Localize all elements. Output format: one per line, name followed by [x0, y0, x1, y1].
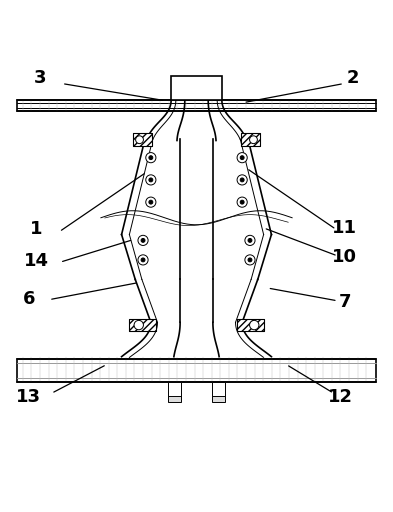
Text: 1: 1: [30, 220, 43, 238]
Text: 10: 10: [332, 248, 357, 266]
Circle shape: [245, 255, 255, 265]
Circle shape: [240, 178, 244, 182]
Circle shape: [240, 156, 244, 160]
Bar: [17, 358, 376, 381]
Circle shape: [134, 321, 143, 330]
Bar: [212, 396, 224, 402]
Circle shape: [248, 239, 252, 242]
Text: 6: 6: [22, 290, 35, 308]
Bar: [237, 319, 264, 331]
Text: 14: 14: [24, 252, 49, 270]
Circle shape: [149, 156, 153, 160]
Circle shape: [240, 200, 244, 204]
Bar: [237, 319, 264, 331]
Bar: [241, 134, 261, 146]
Circle shape: [237, 153, 247, 163]
Circle shape: [248, 258, 252, 262]
Text: 2: 2: [346, 70, 359, 88]
Circle shape: [149, 178, 153, 182]
Circle shape: [146, 197, 156, 207]
Text: 13: 13: [16, 388, 41, 406]
Bar: [17, 100, 376, 111]
Bar: [132, 134, 152, 146]
Circle shape: [141, 239, 145, 242]
Circle shape: [250, 136, 257, 143]
Circle shape: [250, 321, 259, 330]
Text: 11: 11: [332, 219, 357, 237]
Text: 12: 12: [329, 388, 353, 406]
Text: 3: 3: [34, 70, 47, 88]
Circle shape: [138, 255, 148, 265]
Bar: [129, 319, 156, 331]
Bar: [132, 134, 152, 146]
Bar: [171, 76, 222, 100]
Bar: [169, 396, 181, 402]
Circle shape: [146, 153, 156, 163]
Bar: [241, 134, 261, 146]
Circle shape: [237, 175, 247, 185]
Circle shape: [245, 236, 255, 245]
Circle shape: [146, 175, 156, 185]
Text: 7: 7: [338, 293, 351, 311]
Circle shape: [237, 197, 247, 207]
Circle shape: [149, 200, 153, 204]
Bar: [169, 381, 181, 397]
Bar: [129, 319, 156, 331]
Circle shape: [141, 258, 145, 262]
Circle shape: [138, 236, 148, 245]
Circle shape: [136, 136, 143, 143]
Bar: [212, 381, 224, 397]
